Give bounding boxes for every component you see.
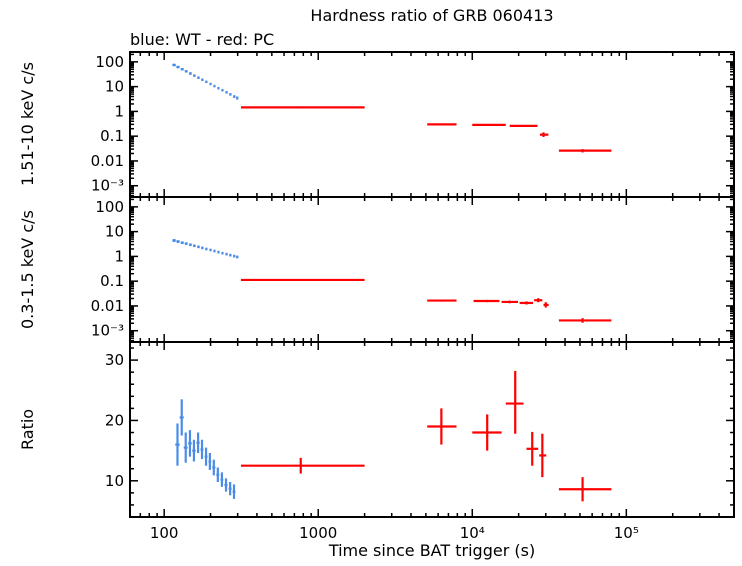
x-tick-label: 100 [150,524,179,542]
y-axis-ticks [130,347,734,506]
y-tick-label: 0.1 [100,127,124,145]
y-tick-label: 10 [105,472,124,490]
y-tick-label: 100 [95,53,124,71]
y-tick-label: 10 [105,223,124,241]
y-tick-label: 1 [114,247,124,265]
panel-frame [129,341,735,518]
y-tick-label: 10 [105,78,124,96]
y-axis-label-hard-band: 1.51-10 keV c/s [18,62,37,187]
y-tick-label: 20 [105,411,124,429]
x-tick-labels: 100 1000 10⁴ 10⁵ [150,524,639,542]
y-tick-label: 100 [95,198,124,216]
y-axis-ticks [130,53,734,197]
series-WT [172,239,239,259]
x-tick-label: 10⁴ [460,524,485,542]
series-PC [240,106,612,153]
panel-1: 100 10 1 0.1 0.01 10⁻³ [91,51,735,198]
chart-title: Hardness ratio of GRB 060413 [310,6,554,25]
y-axis-label-ratio: Ratio [18,408,37,451]
y-tick-label: 10⁻³ [91,322,124,340]
y-tick-label: 0.01 [91,297,124,315]
panel-2: 100 10 1 0.1 0.01 10⁻³ [91,196,735,343]
y-axis-label-soft-band: 0.3-1.5 keV c/s [18,210,37,329]
y-tick-label: 0.1 [100,272,124,290]
series-PC [240,370,612,502]
y-tick-label: 10⁻³ [91,177,124,195]
y-tick-labels: 10 20 30 [105,351,124,490]
x-tick-label: 10⁵ [614,524,639,542]
panel-3: 10 20 30 [105,341,735,518]
y-tick-labels: 100 10 1 0.1 0.01 10⁻³ [91,53,124,195]
x-axis-label: Time since BAT trigger (s) [328,541,536,560]
y-tick-labels: 100 10 1 0.1 0.01 10⁻³ [91,198,124,340]
x-tick-label: 1000 [299,524,337,542]
x-axis-ticks [129,342,735,517]
x-axis-ticks [129,197,735,342]
y-tick-label: 0.01 [91,152,124,170]
y-axis-ticks [130,198,734,342]
series-PC [240,278,612,323]
series-WT [172,63,239,100]
y-tick-label: 30 [105,351,124,369]
series-WT [175,399,236,499]
panel-frame [129,196,735,343]
chart-legend: blue: WT - red: PC [130,30,275,49]
y-tick-label: 1 [114,102,124,120]
